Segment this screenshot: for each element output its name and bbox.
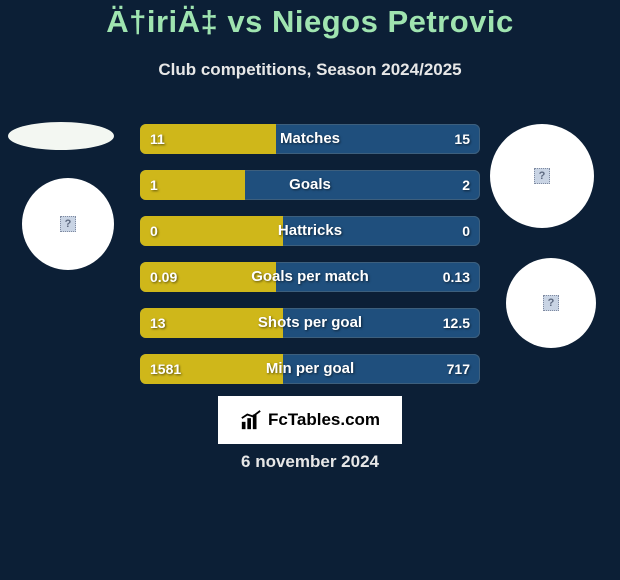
avatar-ellipse-left <box>8 122 114 150</box>
stat-row: Min per goal1581 717 <box>140 354 480 384</box>
comparison-card: Ä†iriÄ‡ vs Niegos Petrovic Club competit… <box>0 0 620 580</box>
stat-value-right: 0 <box>462 216 470 246</box>
stat-row: Goals1 2 <box>140 170 480 200</box>
stat-row: Hattricks0 0 <box>140 216 480 246</box>
stat-value-left: 11 <box>150 124 165 154</box>
stat-row: Goals per match0.09 0.13 <box>140 262 480 292</box>
brand-chart-icon <box>240 409 262 431</box>
stat-label: Hattricks <box>140 216 480 246</box>
stat-value-right: 717 <box>447 354 470 384</box>
stat-value-left: 1581 <box>150 354 181 384</box>
stat-label: Goals per match <box>140 262 480 292</box>
stat-label: Goals <box>140 170 480 200</box>
title: Ä†iriÄ‡ vs Niegos Petrovic <box>0 4 620 40</box>
stat-value-left: 1 <box>150 170 158 200</box>
brand-text: FcTables.com <box>268 410 380 430</box>
stat-label: Matches <box>140 124 480 154</box>
stat-value-left: 13 <box>150 308 166 338</box>
stat-value-right: 2 <box>462 170 470 200</box>
stat-value-right: 0.13 <box>443 262 470 292</box>
brand-badge: FcTables.com <box>218 396 402 444</box>
stat-value-left: 0.09 <box>150 262 177 292</box>
stat-row: Shots per goal13 12.5 <box>140 308 480 338</box>
stat-value-right: 12.5 <box>443 308 470 338</box>
placeholder-icon: ? <box>534 168 550 184</box>
avatar-circle-top-right: ? <box>490 124 594 228</box>
stat-label: Min per goal <box>140 354 480 384</box>
placeholder-icon: ? <box>60 216 76 232</box>
avatar-circle-bottom-left: ? <box>22 178 114 270</box>
avatar-circle-bottom-right: ? <box>506 258 596 348</box>
subtitle: Club competitions, Season 2024/2025 <box>0 60 620 80</box>
placeholder-icon: ? <box>543 295 559 311</box>
stat-label: Shots per goal <box>140 308 480 338</box>
stat-row: Matches11 15 <box>140 124 480 154</box>
stat-value-left: 0 <box>150 216 158 246</box>
stat-value-right: 15 <box>454 124 470 154</box>
stats-bars: Matches11 15 Goals1 2 Hattricks0 0 Goals per m… <box>140 124 480 400</box>
date: 6 november 2024 <box>0 452 620 472</box>
